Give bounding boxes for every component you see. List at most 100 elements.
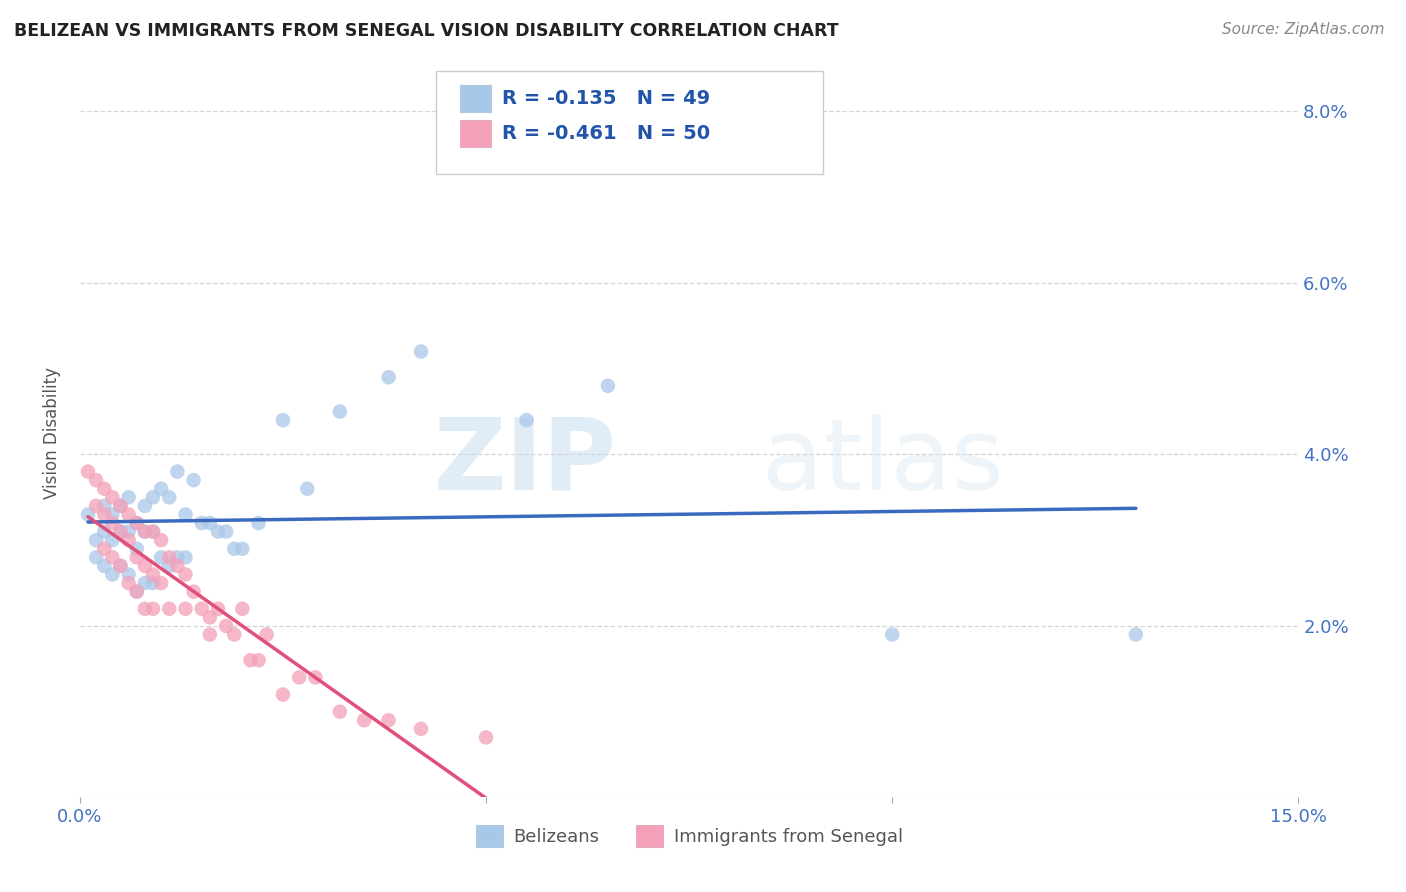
Point [247,516,270,530]
Point [142,601,165,615]
Point [117,576,139,591]
Point [93,499,115,513]
Point [516,413,538,427]
Point [207,524,229,539]
Point [101,516,124,530]
Point [174,567,197,582]
Point [93,524,115,539]
Point [110,499,132,513]
Point [101,567,124,582]
Point [166,558,188,573]
Point [101,550,124,565]
Point [142,576,165,591]
Point [110,558,132,573]
Point [110,524,132,539]
Text: Source: ZipAtlas.com: Source: ZipAtlas.com [1222,22,1385,37]
Point [125,516,148,530]
Point [142,491,165,505]
Point [157,601,180,615]
Point [101,491,124,505]
Point [150,533,173,548]
Point [125,516,148,530]
Point [125,541,148,556]
Point [329,404,352,418]
Point [134,601,156,615]
Point [84,550,107,565]
Point [117,508,139,522]
Point [239,653,262,667]
Point [247,653,270,667]
Point [110,499,132,513]
Point [224,627,246,641]
Point [271,688,294,702]
Point [207,601,229,615]
Point [377,713,399,727]
Point [288,670,311,684]
Point [134,524,156,539]
Point [174,508,197,522]
Point [134,558,156,573]
Point [101,508,124,522]
Point [142,567,165,582]
Point [166,550,188,565]
Point [215,524,238,539]
Point [110,524,132,539]
Point [183,473,205,487]
Point [329,705,352,719]
Point [134,524,156,539]
Point [377,370,399,384]
Point [84,473,107,487]
Point [150,576,173,591]
Point [297,482,319,496]
Point [882,627,904,641]
Point [1125,627,1147,641]
Point [353,713,375,727]
Point [134,576,156,591]
Point [142,524,165,539]
Point [166,465,188,479]
Point [93,558,115,573]
Point [134,499,156,513]
Point [475,731,498,745]
Point [198,516,221,530]
Point [231,601,253,615]
Point [190,601,212,615]
Point [93,482,115,496]
Point [409,344,432,359]
Point [157,491,180,505]
Point [93,541,115,556]
Point [190,516,212,530]
Point [110,558,132,573]
Text: atlas: atlas [762,414,1004,510]
Point [198,610,221,624]
Point [198,627,221,641]
Point [150,550,173,565]
Point [174,601,197,615]
Point [101,533,124,548]
Point [157,558,180,573]
Point [77,508,100,522]
Point [183,584,205,599]
Point [117,524,139,539]
Point [304,670,326,684]
Legend: Belizeans, Immigrants from Senegal: Belizeans, Immigrants from Senegal [468,818,910,854]
Point [157,550,180,565]
Point [224,541,246,556]
Point [174,550,197,565]
Point [125,584,148,599]
Point [84,499,107,513]
Text: BELIZEAN VS IMMIGRANTS FROM SENEGAL VISION DISABILITY CORRELATION CHART: BELIZEAN VS IMMIGRANTS FROM SENEGAL VISI… [14,22,839,40]
Point [409,722,432,736]
Text: ZIP: ZIP [433,414,616,510]
Point [271,413,294,427]
Point [150,482,173,496]
Point [256,627,278,641]
Point [125,584,148,599]
Point [596,379,619,393]
Point [77,465,100,479]
Point [231,541,253,556]
Point [93,508,115,522]
Text: R = -0.135   N = 49: R = -0.135 N = 49 [502,88,710,108]
Text: R = -0.461   N = 50: R = -0.461 N = 50 [502,124,710,144]
Point [142,524,165,539]
